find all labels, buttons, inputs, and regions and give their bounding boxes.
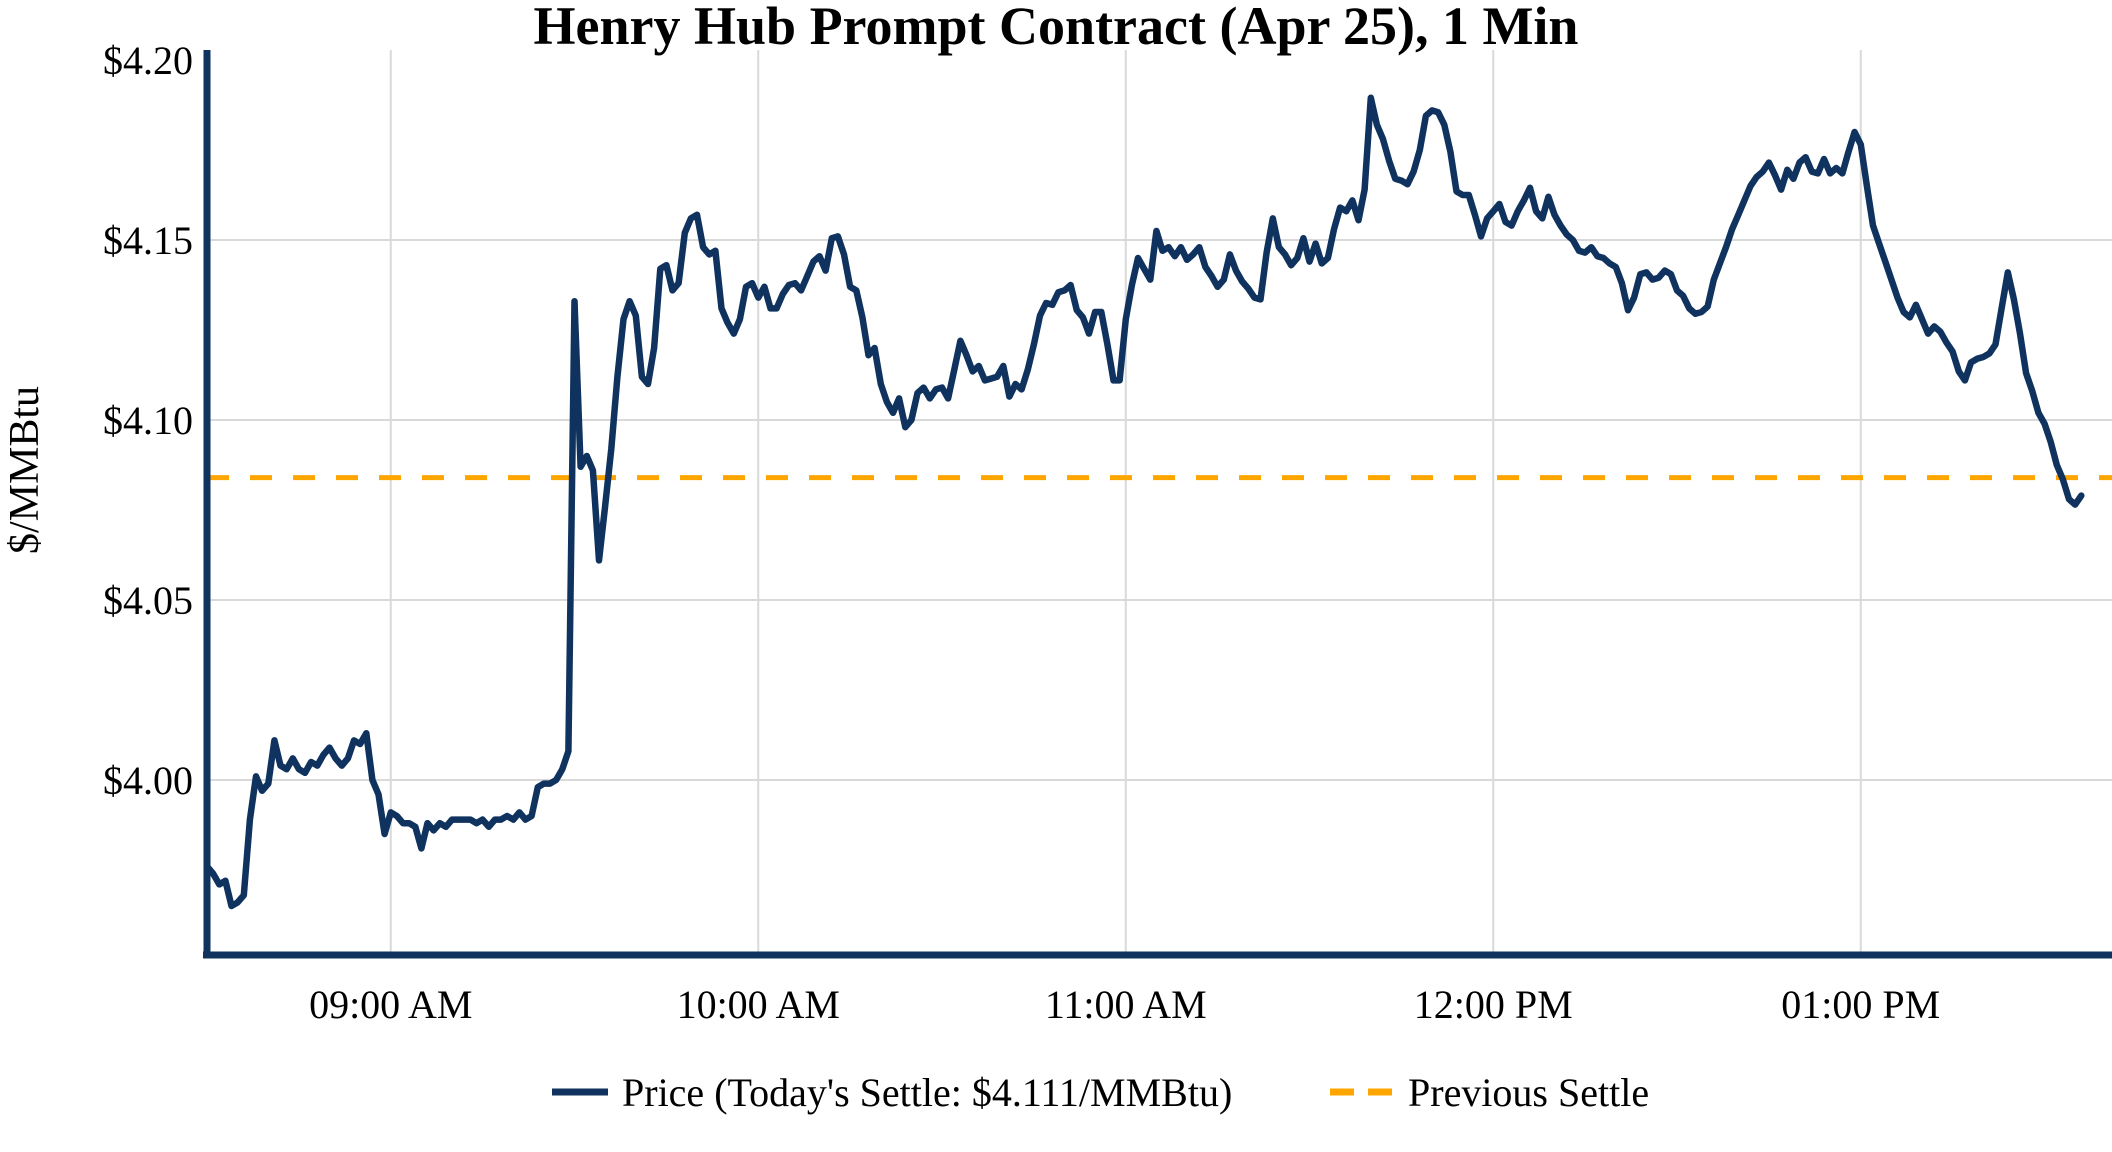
legend: Price (Today's Settle: $4.111/MMBtu) Pre… [552, 1070, 1649, 1115]
vertical-gridlines [389, 50, 1862, 952]
x-tick-label: 09:00 AM [309, 982, 472, 1027]
price-line [203, 94, 2085, 910]
x-tick-label: 12:00 PM [1414, 982, 1573, 1027]
x-tick-label: 01:00 PM [1781, 982, 1940, 1027]
y-tick-label: $4.00 [103, 758, 193, 803]
y-tick-labels: $4.20 $4.15 $4.10 $4.05 $4.00 [103, 38, 193, 803]
x-tick-labels: 09:00 AM 10:00 AM 11:00 AM 12:00 PM 01:00 PM [309, 982, 1940, 1027]
chart-title: Henry Hub Prompt Contract (Apr 25), 1 Mi… [534, 0, 1579, 56]
x-tick-label: 11:00 AM [1045, 982, 1207, 1027]
y-axis-title: $/MMBtu [2, 386, 48, 554]
y-tick-label: $4.15 [103, 218, 193, 263]
horizontal-gridlines [207, 239, 2112, 781]
y-tick-label: $4.20 [103, 38, 193, 83]
price-legend-label: Price (Today's Settle: $4.111/MMBtu) [622, 1070, 1232, 1115]
y-tick-label: $4.05 [103, 578, 193, 623]
x-tick-label: 10:00 AM [677, 982, 840, 1027]
previous-settle-legend-label: Previous Settle [1408, 1070, 1649, 1115]
y-tick-label: $4.10 [103, 398, 193, 443]
